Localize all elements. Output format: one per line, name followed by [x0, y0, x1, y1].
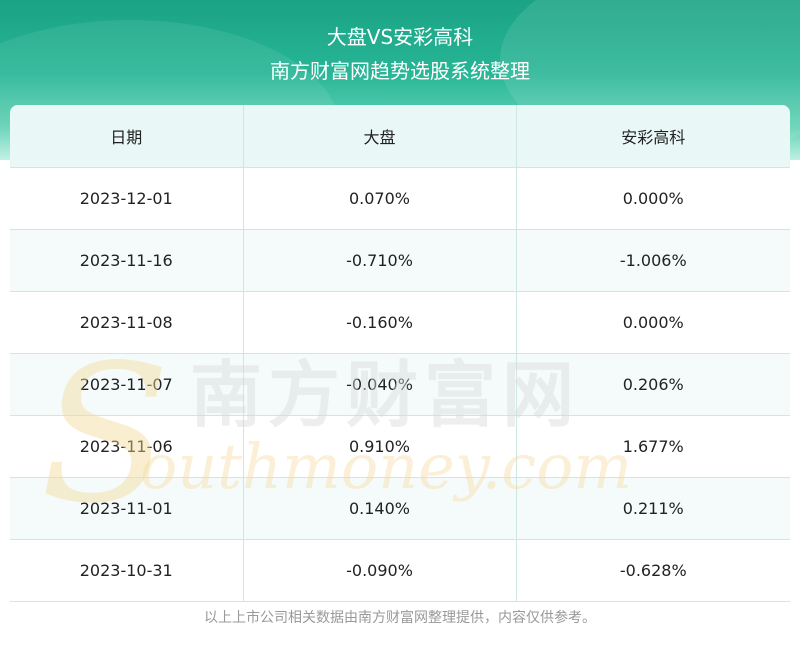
cell-market-change: 0.910%: [243, 415, 517, 478]
column-header-stock: 安彩高科: [516, 105, 790, 168]
table-header-row: 日期 大盘 安彩高科: [10, 105, 790, 168]
cell-market-change: -0.090%: [243, 539, 517, 602]
cell-market-change: 0.140%: [243, 477, 517, 540]
cell-stock-change: 0.000%: [516, 291, 790, 354]
cell-date: 2023-11-01: [10, 477, 244, 540]
cell-date: 2023-10-31: [10, 539, 244, 602]
column-header-date: 日期: [10, 105, 244, 168]
cell-market-change: -0.040%: [243, 353, 517, 416]
page-subtitle: 南方财富网趋势选股系统整理: [270, 59, 530, 83]
cell-stock-change: 0.000%: [516, 167, 790, 230]
cell-market-change: -0.160%: [243, 291, 517, 354]
cell-market-change: 0.070%: [243, 167, 517, 230]
header-banner: 大盘VS安彩高科 南方财富网趋势选股系统整理: [0, 0, 800, 160]
cell-stock-change: -0.628%: [516, 539, 790, 602]
cell-date: 2023-11-08: [10, 291, 244, 354]
cell-date: 2023-12-01: [10, 167, 244, 230]
table-row: 2023-11-06 0.910% 1.677%: [10, 415, 790, 478]
column-header-market: 大盘: [243, 105, 517, 168]
footer-note: 以上上市公司相关数据由南方财富网整理提供，内容仅供参考。: [204, 610, 596, 626]
page-title: 大盘VS安彩高科: [326, 25, 474, 49]
cell-date: 2023-11-07: [10, 353, 244, 416]
table-row: 2023-10-31 -0.090% -0.628%: [10, 539, 790, 602]
comparison-table-container: 日期 大盘 安彩高科 2023-12-01 0.070% 0.000% 2023…: [10, 105, 790, 602]
table-row: 2023-11-08 -0.160% 0.000%: [10, 291, 790, 354]
table-row: 2023-11-07 -0.040% 0.206%: [10, 353, 790, 416]
table-row: 2023-11-01 0.140% 0.211%: [10, 477, 790, 540]
cell-stock-change: 1.677%: [516, 415, 790, 478]
table-row: 2023-11-16 -0.710% -1.006%: [10, 229, 790, 292]
cell-market-change: -0.710%: [243, 229, 517, 292]
comparison-table: 日期 大盘 安彩高科 2023-12-01 0.070% 0.000% 2023…: [10, 105, 790, 602]
cell-stock-change: -1.006%: [516, 229, 790, 292]
cell-date: 2023-11-06: [10, 415, 244, 478]
cell-stock-change: 0.206%: [516, 353, 790, 416]
cell-stock-change: 0.211%: [516, 477, 790, 540]
cell-date: 2023-11-16: [10, 229, 244, 292]
table-row: 2023-12-01 0.070% 0.000%: [10, 167, 790, 230]
